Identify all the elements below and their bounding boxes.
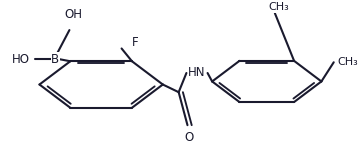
- Text: O: O: [185, 131, 194, 144]
- Text: F: F: [132, 36, 139, 49]
- Text: HO: HO: [12, 53, 30, 66]
- Text: HN: HN: [188, 66, 206, 79]
- Text: OH: OH: [64, 8, 82, 21]
- Text: B: B: [51, 53, 59, 66]
- Text: CH₃: CH₃: [268, 2, 289, 12]
- Text: CH₃: CH₃: [337, 57, 358, 66]
